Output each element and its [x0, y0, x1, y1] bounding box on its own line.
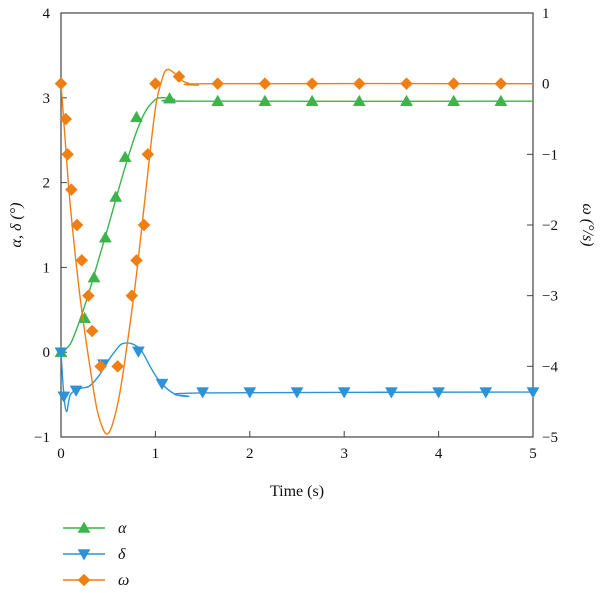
data-point: [526, 387, 540, 399]
data-point: [211, 77, 225, 91]
data-point: [69, 385, 83, 397]
x-tick-label: 1: [152, 446, 160, 462]
data-point: [400, 94, 413, 106]
data-point: [141, 147, 155, 161]
data-point: [75, 253, 89, 267]
data-point: [85, 324, 99, 338]
x-tick-label: 4: [435, 446, 443, 462]
data-point: [494, 94, 508, 106]
y2-tick-label: −3: [542, 289, 558, 305]
series-1: [54, 342, 540, 413]
data-point: [305, 94, 319, 106]
data-point: [130, 110, 143, 123]
x-tick-label: 5: [529, 446, 537, 462]
series-layer: [54, 68, 540, 435]
data-point: [59, 112, 73, 126]
y2-tick-label: −2: [542, 218, 558, 234]
data-point: [78, 311, 92, 324]
y2-tick-label: −1: [542, 147, 558, 163]
data-point: [65, 183, 78, 197]
data-point: [98, 231, 112, 243]
y2-tick-label: 1: [542, 6, 550, 22]
y2-tick-label: −5: [542, 430, 558, 446]
x-axis-title: Time (s): [270, 483, 324, 500]
data-point: [290, 387, 304, 399]
legend: αδω: [63, 520, 129, 589]
data-point: [494, 77, 508, 91]
data-point: [352, 77, 366, 91]
data-point: [196, 387, 210, 399]
data-point: [149, 77, 162, 91]
data-point: [54, 77, 68, 91]
legend-marker: [77, 521, 91, 533]
data-point: [94, 359, 108, 373]
legend-marker: [77, 549, 91, 561]
data-point: [447, 77, 461, 91]
y2-tick-label: −4: [542, 359, 558, 375]
data-point: [57, 391, 71, 403]
data-point: [400, 77, 413, 91]
legend-item: ω: [63, 572, 129, 589]
data-point: [82, 289, 95, 303]
legend-label: ω: [118, 572, 129, 589]
data-point: [352, 94, 366, 106]
plot-area: [60, 12, 534, 438]
legend-marker: [77, 573, 91, 587]
y-tick-label: 1: [43, 260, 51, 276]
series-2: [54, 68, 533, 435]
data-point: [61, 147, 74, 161]
data-point: [211, 94, 225, 106]
data-point: [155, 378, 169, 391]
data-point: [432, 387, 446, 399]
y-tick-label: −1: [34, 430, 50, 446]
data-point: [70, 218, 84, 232]
y-tick-label: 0: [43, 345, 51, 361]
data-point: [258, 94, 272, 106]
y-tick-label: 4: [43, 6, 51, 22]
legend-label: α: [118, 520, 127, 537]
y-axis-title: α, δ (°): [8, 203, 25, 248]
axis-ticks: 0 1 2 3 4 5 −1 0 1 2 3 4 −5 −4 −3 −2 −1 0 1: [34, 6, 558, 462]
data-point: [305, 77, 319, 91]
legend-item: α: [63, 520, 127, 537]
x-tick-label: 0: [57, 446, 65, 462]
data-point: [163, 92, 176, 104]
x-tick-label: 3: [340, 446, 348, 462]
data-point: [384, 387, 398, 399]
data-point: [172, 70, 186, 83]
data-point: [54, 347, 68, 359]
data-point: [118, 150, 132, 162]
series-line: [61, 68, 533, 435]
legend-item: δ: [63, 546, 126, 563]
y2-axis-title: ω (°/s): [579, 203, 596, 246]
data-point: [137, 218, 151, 232]
data-point: [447, 94, 461, 106]
legend-label: δ: [118, 546, 126, 563]
data-point: [87, 271, 101, 283]
series-line: [61, 342, 533, 413]
data-point: [337, 387, 351, 399]
x-tick-label: 2: [246, 446, 254, 462]
series-0: [54, 92, 533, 357]
data-point: [125, 289, 139, 303]
y2-tick-label: 0: [542, 77, 550, 93]
y-tick-label: 3: [43, 91, 51, 107]
y-tick-label: 2: [43, 176, 51, 192]
data-point: [479, 387, 493, 399]
data-point: [111, 359, 124, 373]
data-point: [243, 387, 257, 399]
data-point: [130, 253, 143, 267]
data-point: [109, 190, 123, 202]
data-point: [131, 346, 145, 358]
data-point: [258, 77, 272, 91]
